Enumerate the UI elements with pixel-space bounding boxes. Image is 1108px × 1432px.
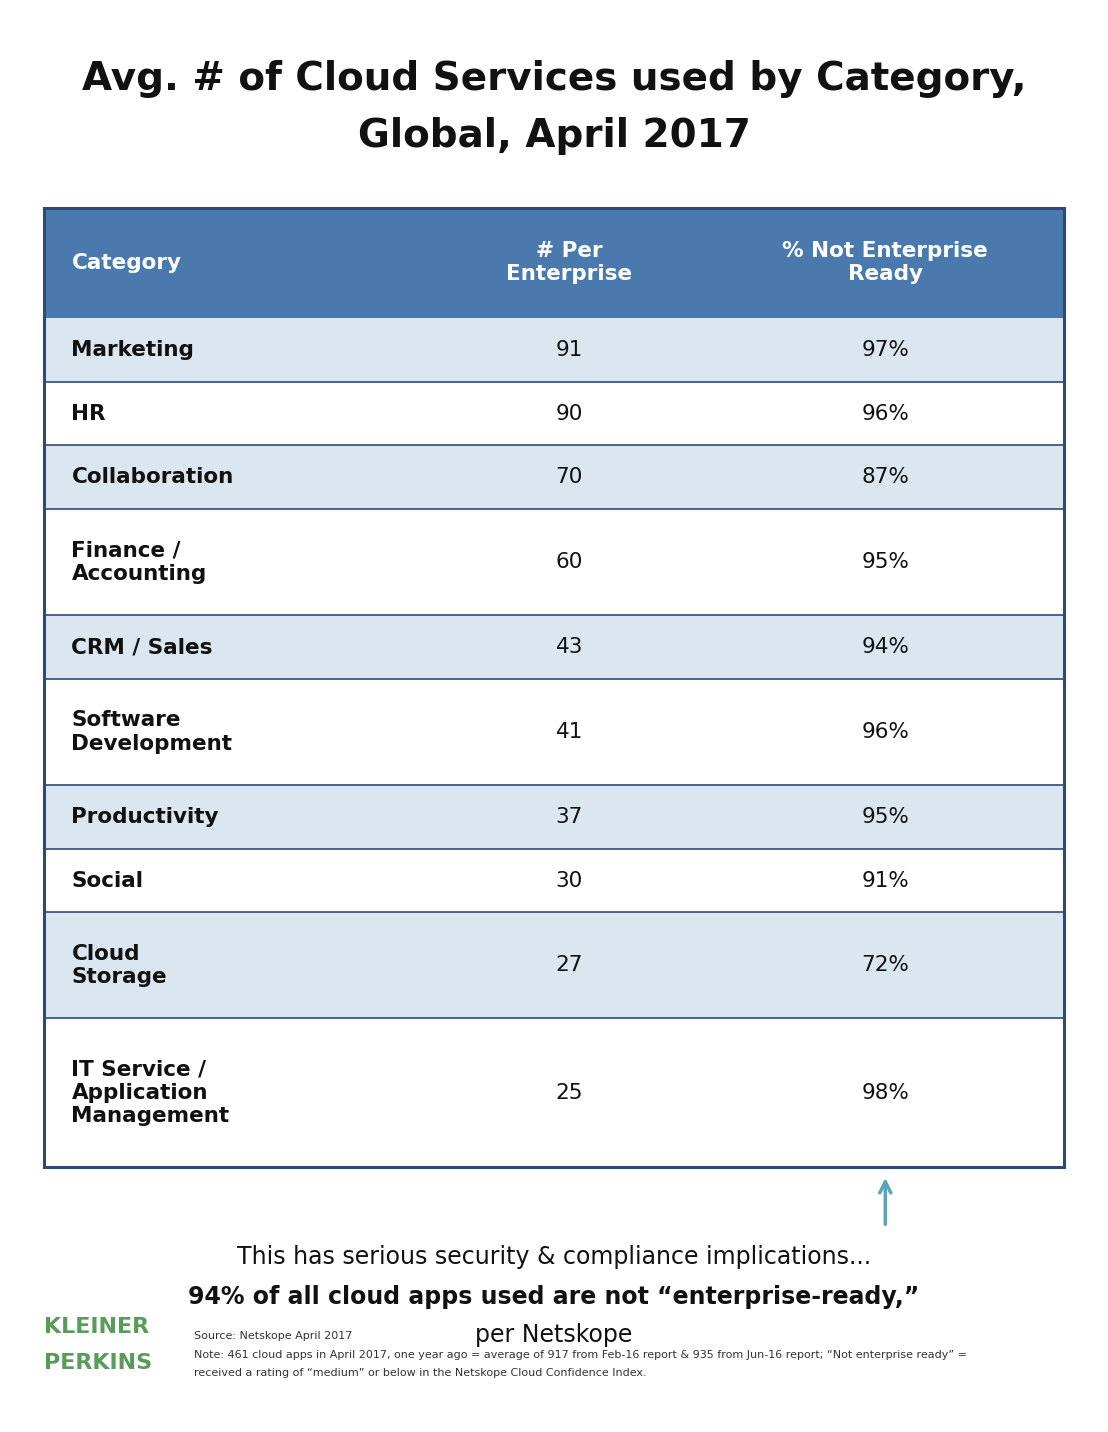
Text: 25: 25 xyxy=(555,1083,583,1103)
Text: 41: 41 xyxy=(555,722,583,742)
Bar xyxy=(44,1018,1064,1167)
Bar xyxy=(44,318,1064,382)
Text: Software
Development: Software Development xyxy=(71,710,233,753)
Text: per Netskope: per Netskope xyxy=(475,1323,633,1348)
Text: 98%: 98% xyxy=(861,1083,910,1103)
Text: 94%: 94% xyxy=(861,637,910,657)
Text: # Per
Enterprise: # Per Enterprise xyxy=(506,241,633,285)
Text: Collaboration: Collaboration xyxy=(71,467,234,487)
Text: 60: 60 xyxy=(555,553,583,573)
Text: IT Service /
Application
Management: IT Service / Application Management xyxy=(71,1060,229,1126)
Text: 95%: 95% xyxy=(861,553,910,573)
Text: 91%: 91% xyxy=(861,871,910,891)
Text: Global, April 2017: Global, April 2017 xyxy=(358,117,750,155)
Bar xyxy=(44,616,1064,679)
Text: 87%: 87% xyxy=(861,467,910,487)
Bar xyxy=(44,679,1064,785)
Text: 90: 90 xyxy=(555,404,583,424)
Text: Note: 461 cloud apps in April 2017, one year ago = average of 917 from Feb-16 re: Note: 461 cloud apps in April 2017, one … xyxy=(194,1350,967,1359)
Text: 96%: 96% xyxy=(861,404,910,424)
Text: This has serious security & compliance implications...: This has serious security & compliance i… xyxy=(237,1244,871,1269)
Text: HR: HR xyxy=(71,404,106,424)
Text: 43: 43 xyxy=(555,637,583,657)
Text: 72%: 72% xyxy=(861,955,910,975)
Text: Category: Category xyxy=(71,253,182,274)
Bar xyxy=(44,382,1064,445)
Bar xyxy=(44,785,1064,849)
Text: Social: Social xyxy=(71,871,143,891)
Text: Avg. # of Cloud Services used by Category,: Avg. # of Cloud Services used by Categor… xyxy=(82,60,1026,97)
Bar xyxy=(44,508,1064,616)
Text: received a rating of “medium” or below in the Netskope Cloud Confidence Index.: received a rating of “medium” or below i… xyxy=(194,1369,647,1378)
Text: 70: 70 xyxy=(555,467,583,487)
Bar xyxy=(44,849,1064,912)
Text: Marketing: Marketing xyxy=(71,339,194,359)
Text: Cloud
Storage: Cloud Storage xyxy=(71,944,167,987)
Bar xyxy=(44,208,1064,318)
Text: % Not Enterprise
Ready: % Not Enterprise Ready xyxy=(782,241,988,285)
Bar xyxy=(44,445,1064,508)
Text: 30: 30 xyxy=(556,871,583,891)
Text: 95%: 95% xyxy=(861,806,910,826)
Text: 94% of all cloud apps used are not “enterprise-ready,”: 94% of all cloud apps used are not “ente… xyxy=(188,1285,920,1309)
Text: 91: 91 xyxy=(555,339,583,359)
Text: Productivity: Productivity xyxy=(71,806,219,826)
Text: CRM / Sales: CRM / Sales xyxy=(71,637,213,657)
Text: Finance /
Accounting: Finance / Accounting xyxy=(71,540,207,584)
Text: Source: Netskope April 2017: Source: Netskope April 2017 xyxy=(194,1332,352,1340)
Text: 37: 37 xyxy=(555,806,583,826)
Text: 96%: 96% xyxy=(861,722,910,742)
Text: PERKINS: PERKINS xyxy=(44,1353,153,1373)
Text: 27: 27 xyxy=(555,955,583,975)
Text: 97%: 97% xyxy=(861,339,910,359)
Bar xyxy=(44,912,1064,1018)
Text: KLEINER: KLEINER xyxy=(44,1317,150,1337)
